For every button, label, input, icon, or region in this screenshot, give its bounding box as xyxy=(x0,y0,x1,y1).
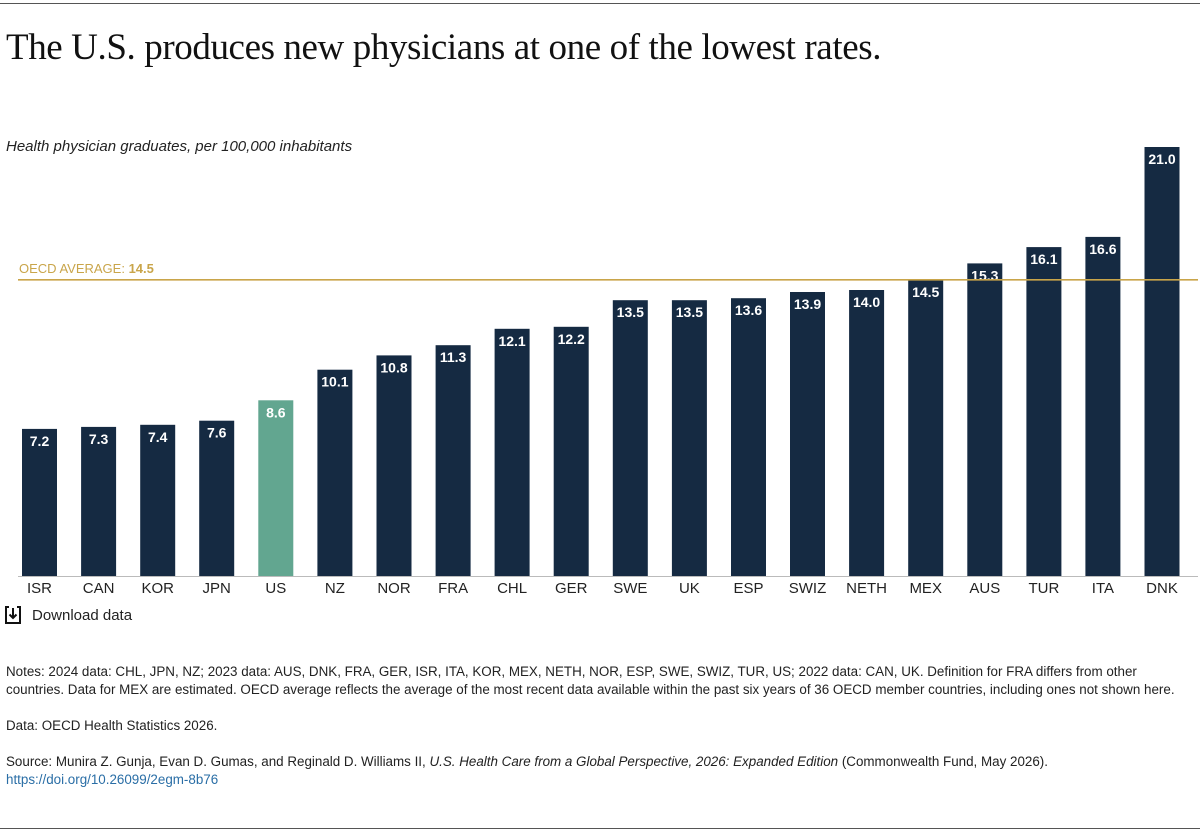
category-label-tur: TUR xyxy=(1028,580,1059,597)
source-citation: Source: Munira Z. Gunja, Evan D. Gumas, … xyxy=(6,753,1191,789)
category-label-dnk: DNK xyxy=(1146,580,1178,597)
bar-chl xyxy=(494,328,530,576)
notes-text: Notes: 2024 data: CHL, JPN, NZ; 2023 dat… xyxy=(6,664,1175,697)
value-label-tur: 16.1 xyxy=(1030,251,1057,267)
value-label-aus: 15.3 xyxy=(971,267,998,283)
doi-link[interactable]: https://doi.org/10.26099/2egm-8b76 xyxy=(6,772,219,787)
bar-nz xyxy=(317,369,353,576)
value-label-swiz: 13.9 xyxy=(794,296,821,312)
category-label-ger: GER xyxy=(555,580,588,597)
download-icon xyxy=(5,606,21,624)
value-label-ger: 12.2 xyxy=(558,331,585,347)
category-label-esp: ESP xyxy=(733,580,763,597)
source-suffix: (Commonwealth Fund, May 2026). xyxy=(838,754,1048,769)
value-label-kor: 7.4 xyxy=(148,429,168,445)
category-label-isr: ISR xyxy=(27,580,52,597)
category-label-uk: UK xyxy=(679,580,700,597)
bar-ger xyxy=(553,326,589,576)
chart-subtitle: Health physician graduates, per 100,000 … xyxy=(6,138,353,155)
bar-nor xyxy=(376,355,412,576)
value-label-isr: 7.2 xyxy=(30,433,50,449)
bar-fra xyxy=(435,345,471,576)
category-label-chl: CHL xyxy=(497,580,527,597)
category-label-fra: FRA xyxy=(438,580,468,597)
value-label-ita: 16.6 xyxy=(1089,241,1116,257)
bar-aus xyxy=(967,263,1003,576)
category-label-aus: AUS xyxy=(969,580,1000,597)
category-label-us: US xyxy=(265,580,286,597)
bar-ita xyxy=(1085,236,1121,576)
bar-tur xyxy=(1026,247,1062,576)
bar-neth xyxy=(849,290,885,576)
bar-swiz xyxy=(790,292,825,576)
value-label-nor: 10.8 xyxy=(380,359,407,375)
category-label-neth: NETH xyxy=(846,580,887,597)
value-label-fra: 11.3 xyxy=(440,349,467,365)
value-label-jpn: 7.6 xyxy=(207,425,227,441)
notes-section: Notes: 2024 data: CHL, JPN, NZ; 2023 dat… xyxy=(6,663,1191,789)
value-label-chl: 12.1 xyxy=(498,333,525,349)
category-label-swiz: SWIZ xyxy=(789,580,827,597)
bar-mex xyxy=(908,279,944,576)
bar-esp xyxy=(731,298,766,576)
download-data-label: Download data xyxy=(32,606,133,624)
value-label-dnk: 21.0 xyxy=(1148,151,1175,167)
category-label-nz: NZ xyxy=(325,580,345,597)
oecd-average-value: 14.5 xyxy=(129,261,154,276)
chart-title: The U.S. produces new physicians at one … xyxy=(6,27,882,68)
bar-can xyxy=(81,426,117,576)
value-label-uk: 13.5 xyxy=(676,304,703,320)
bar-uk xyxy=(671,300,707,576)
source-title: U.S. Health Care from a Global Perspecti… xyxy=(429,754,839,769)
value-label-us: 8.6 xyxy=(266,404,286,420)
category-label-nor: NOR xyxy=(377,580,411,597)
value-label-can: 7.3 xyxy=(89,431,109,447)
bottom-rule xyxy=(0,828,1200,829)
bar-kor xyxy=(140,424,176,576)
value-label-nz: 10.1 xyxy=(321,374,348,390)
bar-swe xyxy=(612,300,648,576)
category-label-can: CAN xyxy=(83,580,115,597)
bar-chart: 7.2 ISR 7.3 CAN 7.4 KOR 7.6 JPN 8.6 US 10.1 NZ 10.8 N… xyxy=(18,147,1198,597)
top-rule xyxy=(0,3,1200,4)
data-source-text: Data: OECD Health Statistics 2026. xyxy=(6,718,218,733)
bar-isr xyxy=(22,428,57,576)
category-label-swe: SWE xyxy=(613,580,647,597)
value-label-esp: 13.6 xyxy=(735,302,762,318)
oecd-average-label-text: OECD AVERAGE: xyxy=(19,261,129,276)
value-label-mex: 14.5 xyxy=(912,284,939,300)
oecd-average-label: OECD AVERAGE: 14.5 xyxy=(19,261,154,276)
value-label-swe: 13.5 xyxy=(617,304,644,320)
category-label-ita: ITA xyxy=(1092,580,1114,597)
bar-us xyxy=(258,400,294,576)
category-label-mex: MEX xyxy=(909,580,942,597)
value-label-neth: 14.0 xyxy=(853,294,880,310)
source-prefix: Source: Munira Z. Gunja, Evan D. Gumas, … xyxy=(6,754,430,769)
category-label-jpn: JPN xyxy=(203,580,231,597)
category-label-kor: KOR xyxy=(141,580,174,597)
bar-dnk xyxy=(1144,147,1180,576)
download-data-button[interactable]: Download data xyxy=(4,605,132,625)
bar-jpn xyxy=(199,420,235,576)
